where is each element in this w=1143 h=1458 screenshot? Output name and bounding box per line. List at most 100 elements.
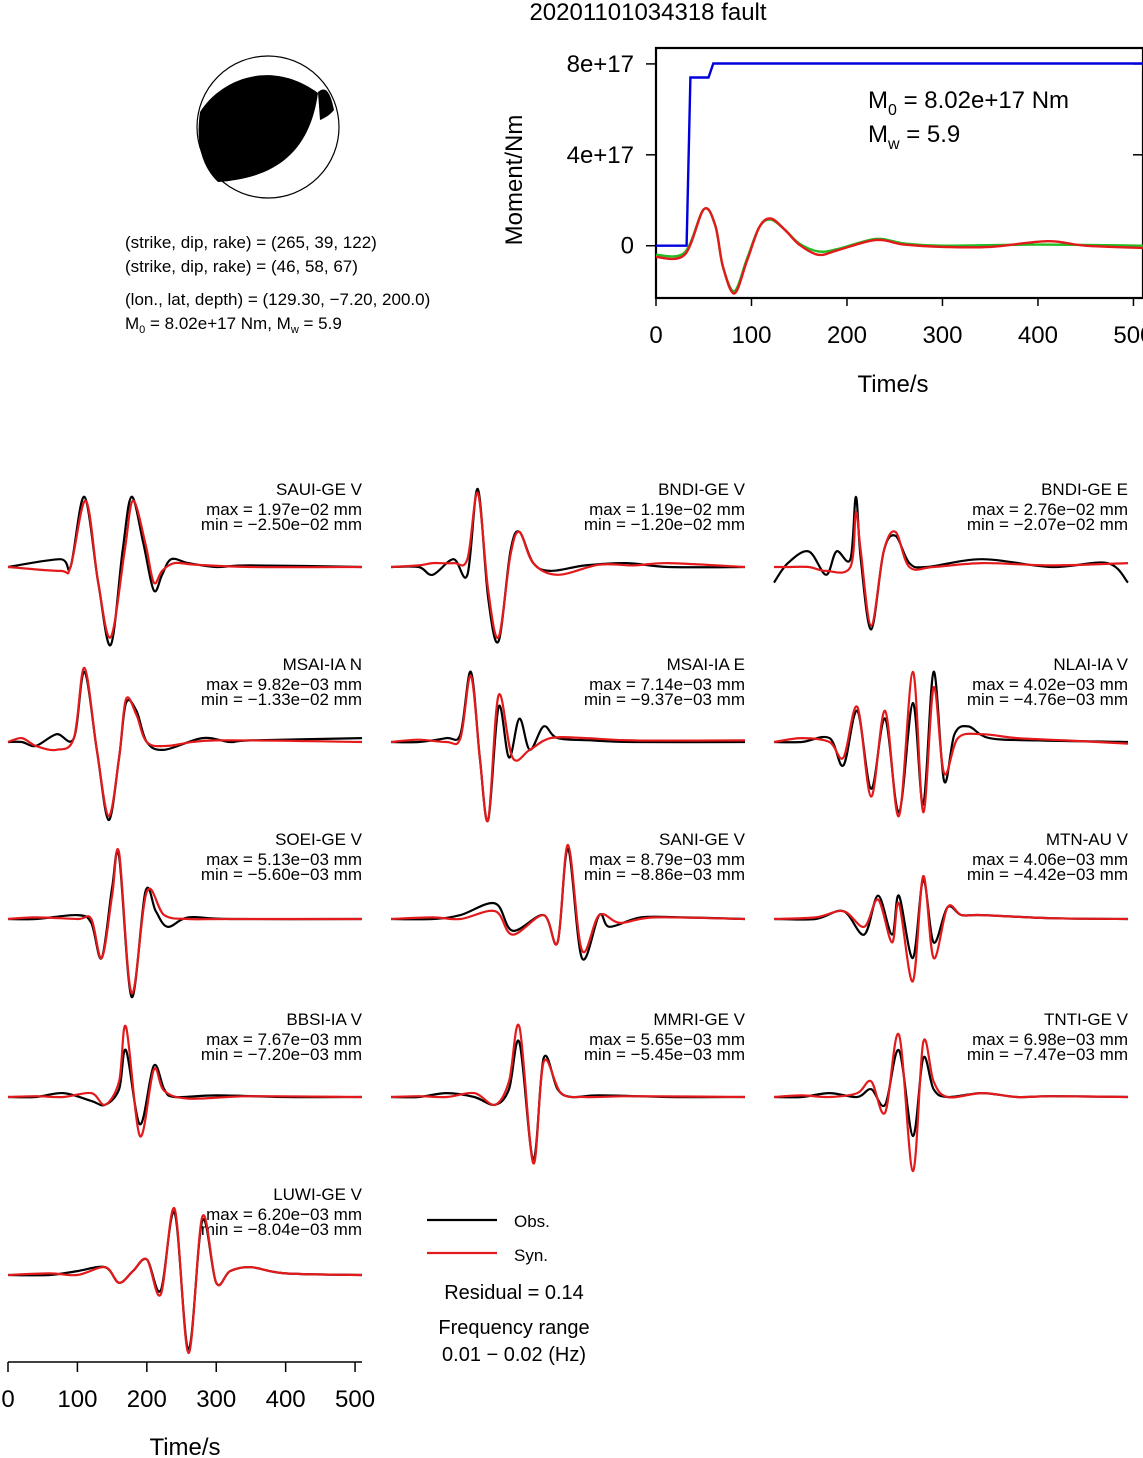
station-min: min = −7.47e−03 mm xyxy=(967,1045,1128,1064)
residual-text: Residual = 0.14 xyxy=(444,1282,584,1304)
waveform-xlabel: Time/s xyxy=(149,1434,220,1458)
observed-trace xyxy=(390,670,746,823)
moment-series-line xyxy=(656,62,1143,247)
moment-ylabel: Moment/Nm xyxy=(501,115,528,246)
station-min: min = −2.50e−02 mm xyxy=(201,515,362,534)
station-max: max = 5.13e−03 mm xyxy=(206,850,362,869)
observed-trace xyxy=(773,495,1129,631)
moment-ytick-label: 0 xyxy=(621,233,634,260)
station-max: max = 1.97e−02 mm xyxy=(206,500,362,519)
station-min: min = −4.76e−03 mm xyxy=(967,690,1128,709)
mechanism-line2: (strike, dip, rake) = (46, 58, 67) xyxy=(125,257,358,276)
station-min: min = −1.33e−02 mm xyxy=(201,690,362,709)
station-min: min = −8.86e−03 mm xyxy=(584,865,745,884)
station-max: max = 2.76e−02 mm xyxy=(972,500,1128,519)
moment-ytick-label: 8e+17 xyxy=(567,51,634,78)
moment-xtick-label: 300 xyxy=(922,322,962,349)
station-name: BBSI-IA V xyxy=(286,1010,362,1029)
station-max: max = 6.20e−03 mm xyxy=(206,1205,362,1224)
station-max: max = 4.06e−03 mm xyxy=(972,850,1128,869)
station-name: SAUI-GE V xyxy=(276,480,363,499)
synthetic-trace xyxy=(773,670,1129,818)
legend-obs-label: Obs. xyxy=(514,1212,550,1231)
synthetic-trace xyxy=(773,874,1129,983)
beachball xyxy=(196,55,340,199)
synthetic-trace xyxy=(390,674,746,823)
synthetic-trace xyxy=(7,1207,363,1355)
station-max: max = 4.02e−03 mm xyxy=(972,675,1128,694)
station-name: MSAI-IA N xyxy=(283,655,362,674)
waveform-xtick-label: 500 xyxy=(335,1386,375,1413)
moment-xtick-label: 100 xyxy=(731,322,771,349)
station-name: NLAI-IA V xyxy=(1053,655,1128,674)
station-name: SANI-GE V xyxy=(659,830,746,849)
legend-syn-label: Syn. xyxy=(514,1246,548,1265)
figure-title: 20201101034318 fault xyxy=(529,0,766,26)
synthetic-trace xyxy=(7,666,363,818)
moment-m0-text: M0 = 8.02e+17 Nm xyxy=(868,87,1069,119)
synthetic-trace xyxy=(390,843,746,954)
station-name: BNDI-GE E xyxy=(1041,480,1128,499)
moment-mw-text: Mw = 5.9 xyxy=(868,121,960,153)
synthetic-trace xyxy=(773,1032,1129,1173)
frequency-value: 0.01 − 0.02 (Hz) xyxy=(442,1344,586,1366)
waveform-xtick-label: 300 xyxy=(196,1386,236,1413)
station-min: min = −9.37e−03 mm xyxy=(584,690,745,709)
station-min: min = −2.07e−02 mm xyxy=(967,515,1128,534)
station-name: SOEI-GE V xyxy=(275,830,363,849)
waveform-xtick-label: 0 xyxy=(1,1386,14,1413)
waveform-xtick-label: 100 xyxy=(57,1386,97,1413)
synthetic-trace xyxy=(7,1024,363,1138)
waveform-xtick-label: 200 xyxy=(127,1386,167,1413)
waveform-xtick-label: 400 xyxy=(266,1386,306,1413)
station-max: max = 5.65e−03 mm xyxy=(589,1030,745,1049)
station-name: MSAI-IA E xyxy=(667,655,745,674)
moment-series-line xyxy=(655,207,1143,293)
synthetic-trace xyxy=(390,491,746,639)
station-name: TNTI-GE V xyxy=(1044,1010,1129,1029)
moment-xtick-label: 200 xyxy=(827,322,867,349)
waveform-time-axis: Time/s 0 100 200 300 400 500 xyxy=(1,1361,375,1458)
synthetic-trace xyxy=(390,1023,746,1165)
moment-ytick-label: 4e+17 xyxy=(567,142,634,169)
station-max: max = 1.19e−02 mm xyxy=(589,500,745,519)
synthetic-trace xyxy=(774,511,1129,627)
moment-xtick-label: 0 xyxy=(649,322,662,349)
station-name: MMRI-GE V xyxy=(653,1010,745,1029)
station-max: max = 9.82e−03 mm xyxy=(206,675,362,694)
station-name: LUWI-GE V xyxy=(273,1185,362,1204)
moment-plot-frame xyxy=(654,46,1143,300)
mechanism-line3: (lon., lat, depth) = (129.30, −7.20, 200… xyxy=(125,290,430,309)
station-min: min = −8.04e−03 mm xyxy=(201,1220,362,1239)
station-max: max = 8.79e−03 mm xyxy=(589,850,745,869)
station-name: MTN-AU V xyxy=(1046,830,1129,849)
moment-xtick-label: 400 xyxy=(1018,322,1058,349)
frequency-label: Frequency range xyxy=(438,1317,589,1339)
station-max: max = 7.14e−03 mm xyxy=(589,675,745,694)
moment-plot: Moment/Nm Time/s M0 = 8.02e+17 Nm Mw = 5… xyxy=(501,46,1143,398)
observed-trace xyxy=(773,670,1129,814)
synthetic-trace xyxy=(7,499,363,639)
legend: Obs. Syn. Residual = 0.14 Frequency rang… xyxy=(427,1212,590,1366)
synthetic-trace xyxy=(7,848,362,995)
station-min: min = −5.45e−03 mm xyxy=(584,1045,745,1064)
mechanism-line1: (strike, dip, rake) = (265, 39, 122) xyxy=(125,233,377,252)
station-name: BNDI-GE V xyxy=(658,480,746,499)
station-min: min = −1.20e−02 mm xyxy=(584,515,745,534)
station-min: min = −5.60e−03 mm xyxy=(201,865,362,884)
